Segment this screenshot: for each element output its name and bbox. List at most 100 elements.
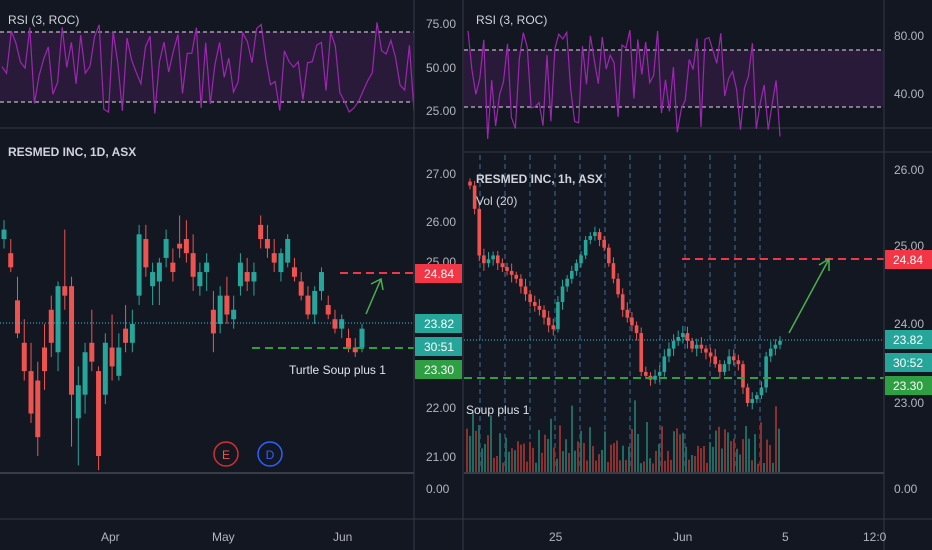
volume-bar xyxy=(748,438,750,472)
candle-body xyxy=(722,364,727,372)
volume-bar xyxy=(769,445,771,472)
volume-bar xyxy=(487,435,489,472)
right-stop-price-tag xyxy=(885,376,932,395)
volume-bar xyxy=(553,447,555,472)
right-price-axis[interactable]: 80.00 40.00 26.00 25.00 24.00 23.00 0.00… xyxy=(883,0,932,550)
candle-body xyxy=(15,300,21,334)
dividend-marker[interactable] xyxy=(257,441,283,467)
left-x-tick-apr: Apr xyxy=(101,530,120,544)
left-price-tick-22: 22.00 xyxy=(426,401,456,415)
volume-bar xyxy=(733,438,735,472)
volume-bar xyxy=(556,458,558,472)
volume-bar xyxy=(535,462,537,472)
volume-bar xyxy=(691,455,693,472)
volume-bar xyxy=(607,461,609,472)
volume-bar xyxy=(640,463,642,472)
left-rsi-tick-75: 75.00 xyxy=(426,17,456,31)
candle-body xyxy=(597,232,602,240)
candle-body xyxy=(291,267,297,277)
left-trend-arrow xyxy=(365,278,382,315)
candle-body xyxy=(204,262,210,273)
right-volume-bars xyxy=(466,400,780,472)
left-annotation: Turtle Soup plus 1 xyxy=(289,363,386,377)
volume-bar xyxy=(715,430,717,472)
volume-bar xyxy=(682,432,684,472)
candle-body xyxy=(472,185,477,209)
volume-bar xyxy=(613,443,615,472)
volume-bar xyxy=(778,428,780,472)
candle-body xyxy=(55,286,61,353)
candle-body xyxy=(704,348,708,353)
right-price-tick-26: 26.00 xyxy=(894,163,924,177)
left-price-axis[interactable]: 75.00 50.00 25.00 27.00 26.00 25.00 22.0… xyxy=(413,0,464,550)
volume-bar xyxy=(649,458,651,472)
right-rsi-line xyxy=(467,29,781,140)
volume-bar xyxy=(508,451,510,472)
candle-body xyxy=(482,255,486,264)
candle-body xyxy=(764,356,768,388)
candle-body xyxy=(593,232,597,237)
volume-bar xyxy=(694,455,696,472)
candle-body xyxy=(231,309,237,320)
candle-body xyxy=(731,356,736,361)
volume-bar xyxy=(493,457,495,472)
volume-bar xyxy=(655,450,657,472)
candle-body xyxy=(755,395,759,400)
candle-body xyxy=(551,325,556,330)
left-price-tick-21: 21.00 xyxy=(426,450,456,464)
candle-body xyxy=(565,278,569,287)
candle-body xyxy=(736,360,741,365)
volume-bar xyxy=(700,448,702,472)
left-x-tick-jun: Jun xyxy=(333,530,352,544)
volume-bar xyxy=(697,445,699,472)
right-time-axis[interactable]: 25 Jun 5 12:0 xyxy=(549,530,887,544)
candle-body xyxy=(509,270,514,275)
volume-bar xyxy=(730,441,732,472)
right-price-tick-23: 23.00 xyxy=(894,396,924,410)
volume-bar xyxy=(658,444,660,472)
volume-bar xyxy=(745,426,747,472)
left-rsi-title: RSI (3, ROC) xyxy=(8,13,79,27)
candle-body xyxy=(537,305,542,310)
right-stop-price: 23.30 xyxy=(893,379,923,393)
volume-bar xyxy=(727,432,729,472)
right-rsi-tick-40: 40.00 xyxy=(894,87,924,101)
volume-bar xyxy=(523,443,525,472)
volume-bar xyxy=(667,450,669,472)
candle-body xyxy=(298,281,304,296)
right-current-price-tag xyxy=(885,330,932,349)
left-time-axis[interactable]: Apr May Jun xyxy=(0,518,932,544)
right-target-price-tag xyxy=(885,250,932,269)
candle-body xyxy=(505,267,509,271)
candle-body xyxy=(69,286,75,395)
candle-body xyxy=(345,338,351,348)
volume-bar xyxy=(754,434,756,472)
volume-bar xyxy=(490,415,492,472)
candle-body xyxy=(217,295,223,324)
candle-body xyxy=(163,239,169,258)
candle-body xyxy=(156,262,162,282)
candle-body xyxy=(773,344,778,349)
earnings-marker[interactable] xyxy=(213,441,239,467)
volume-bar xyxy=(577,441,579,472)
candle-body xyxy=(523,286,528,295)
candle-body xyxy=(477,208,482,256)
candle-body xyxy=(264,239,270,249)
candle-body xyxy=(170,262,176,273)
right-rsi-tick-80: 80.00 xyxy=(894,29,924,43)
candle-body xyxy=(48,309,54,343)
candle-body xyxy=(177,243,183,249)
candle-body xyxy=(560,286,565,303)
left-x-tick-may: May xyxy=(212,530,235,544)
candle-body xyxy=(569,270,574,279)
volume-bar xyxy=(580,430,582,472)
candle-body xyxy=(556,302,560,330)
volume-bar xyxy=(634,400,636,472)
volume-bar xyxy=(775,406,777,472)
left-rsi-tick-25: 25.00 xyxy=(426,104,456,118)
volume-bar xyxy=(664,460,666,472)
dividend-marker-label: D xyxy=(266,448,275,462)
volume-bar xyxy=(706,462,708,472)
left-price-title: RESMED INC, 1D, ASX xyxy=(8,145,136,159)
